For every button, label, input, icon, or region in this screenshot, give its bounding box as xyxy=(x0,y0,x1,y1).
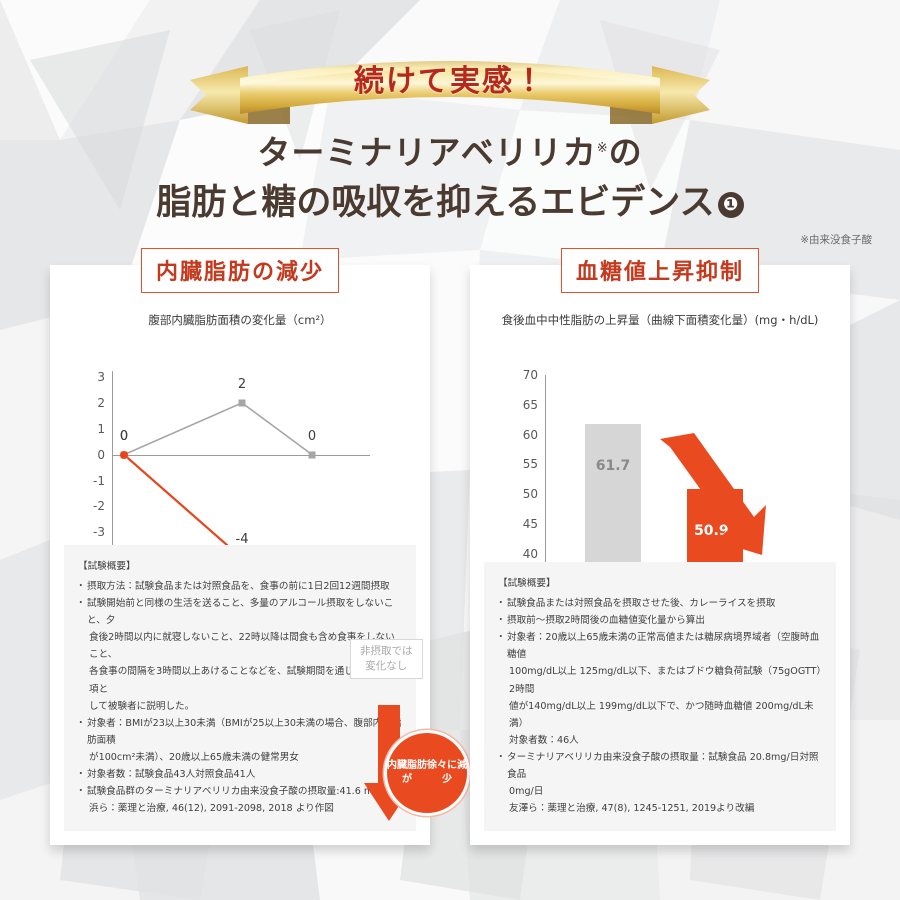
y-axis-line xyxy=(545,375,546,613)
data-point-label: 0 xyxy=(119,428,129,444)
summary-glucose-line: 100mg/dL以上 125mg/dL以下、またはブドウ糖負荷試験（75gOGT… xyxy=(509,666,822,695)
summary-glucose-item: 試験食品または対照食品を摂取させた後、カレーライスを摂取 xyxy=(496,595,822,612)
summary-glucose-line: 摂取前〜摂取2時間後の血糖値変化量から算出 xyxy=(507,615,705,627)
summary-glucose-item: ターミナリアベリリカ由来没食子酸の摂取量：試験食品 20.8mg/日対照食品 0m… xyxy=(496,749,822,817)
summary-visceral-line: が100cm²未満）、20歳以上65歳未満の健常男女 xyxy=(89,751,299,763)
summary-glucose-line: ターミナリアベリリカ由来没食子酸の摂取量：試験食品 20.8mg/日対照食品 xyxy=(507,751,819,780)
study-summary-glucose: 【試験概要】 試験食品または対照食品を摂取させた後、カレーライスを摂取摂取前〜摂… xyxy=(484,562,836,831)
headline-line1-tail: の xyxy=(608,133,643,172)
diagonal-arrow-glucose xyxy=(660,433,766,555)
y-axis-line xyxy=(112,371,113,616)
data-point-label: 2 xyxy=(237,376,247,392)
ribbon-text: 続けて実感！ xyxy=(354,64,546,99)
y-tick-label: 50 xyxy=(522,487,538,501)
summary-glucose-item: 対象者：20歳以上65歳未満の正常高値または糖尿病境界域者（空腹時血糖値 100m… xyxy=(496,629,822,748)
panel-badge-blood-glucose: 血糖値上昇抑制 xyxy=(560,248,760,293)
data-point-label: -4 xyxy=(235,532,249,548)
summary-visceral-item: 摂取方法：試験食品または対照食品を、食事の前に1日2回12週間摂取 xyxy=(76,578,402,595)
summary-glucose-line: 試験食品または対照食品を摂取させた後、カレーライスを摂取 xyxy=(507,598,776,610)
study-summary-visceral: 【試験概要】 摂取方法：試験食品または対照食品を、食事の前に1日2回12週間摂取… xyxy=(64,545,416,831)
headline-line2: 脂肪と糖の吸収を抑えるエビデンス xyxy=(156,182,715,223)
origin-footnote: ※由来没食子酸 xyxy=(800,234,872,246)
summary-glucose-line: 対象者：20歳以上65歳未満の正常高値または糖尿病境界域者（空腹時血糖値 xyxy=(507,632,820,661)
bar-value-label: 61.7 xyxy=(595,458,631,475)
y-tick-label: -2 xyxy=(93,499,105,514)
summary-heading: 【試験概要】 xyxy=(78,561,136,573)
summary-glucose-item: 摂取前〜摂取2時間後の血糖値変化量から算出 xyxy=(496,612,822,629)
data-point-label: 0 xyxy=(307,428,317,444)
panel-blood-glucose: 血糖値上昇抑制 食後血中中性脂肪の上昇量（曲線下面積変化量）(mg・h/dL) … xyxy=(470,248,850,845)
y-tick-label: -1 xyxy=(93,473,105,488)
summary-visceral-line: 試験食品群のターミナリアベリリカ由来没食子酸の摂取量:41.6 mg/日 xyxy=(87,785,393,797)
data-point-marker xyxy=(238,399,246,407)
page-title: ターミナリアベリリカ※の 脂肪と糖の吸収を抑えるエビデンス ❶ xyxy=(0,132,900,225)
y-tick-label: 1 xyxy=(97,421,105,436)
y-tick-label: 0 xyxy=(97,447,105,462)
summary-visceral-line: 各食事の間隔を3時間以上あけることなどを、試験期間を通じての注意事項と xyxy=(89,666,402,695)
summary-glucose-line: 友澤ら：薬理と治療, 47(8), 1245-1251, 2019より改編 xyxy=(509,802,755,814)
callout-no-change-line-2: 変化なし xyxy=(365,659,408,672)
headline-line1: ターミナリアベリリカ xyxy=(257,133,597,172)
circle-badge-visceral-line-2: 徐々に減少 xyxy=(427,759,467,786)
headline-asterisk: ※ xyxy=(596,141,609,156)
circle-badge-visceral-line-1: 内臓脂肪が xyxy=(387,759,427,786)
summary-glucose-line: 値が140mg/dL以上 199mg/dL以下で、かつ随時血糖値 200mg/d… xyxy=(509,700,814,729)
data-point-marker xyxy=(308,451,316,459)
ribbon-banner xyxy=(0,48,900,128)
callout-no-change: 非摂取では 変化なし xyxy=(350,639,423,680)
y-tick-label: 65 xyxy=(522,397,538,412)
summary-visceral-line: 対象者数：試験食品43人対照食品41人 xyxy=(87,768,256,780)
circle-badge-visceral: 内臓脂肪が 徐々に減少 xyxy=(387,733,467,813)
summary-heading: 【試験概要】 xyxy=(498,578,556,590)
y-tick-label: 70 xyxy=(522,368,538,382)
series-line-対照食品 xyxy=(123,401,313,456)
panel-badge-visceral-fat: 内臓脂肪の減少 xyxy=(140,248,340,293)
y-tick-label: -3 xyxy=(93,525,105,540)
y-tick-label: 40 xyxy=(522,546,538,561)
y-tick-label: 45 xyxy=(522,516,538,531)
summary-visceral-line: 浜ら：薬理と治療, 46(12), 2091-2098, 2018 より作図 xyxy=(89,802,334,814)
summary-visceral-item: 対象者数：試験食品43人対照食品41人 xyxy=(76,766,402,783)
summary-visceral-item: 試験食品群のターミナリアベリリカ由来没食子酸の摂取量:41.6 mg/日浜ら：薬… xyxy=(76,783,402,817)
summary-glucose-line: 0mg/日 xyxy=(509,785,544,797)
summary-list: 摂取方法：試験食品または対照食品を、食事の前に1日2回12週間摂取試験開始前と同… xyxy=(76,578,402,817)
summary-visceral-line: 対象者：BMIが23以上30未満（BMIが25以上30未満の場合、腹部内臓脂肪面… xyxy=(87,717,402,746)
data-point-label: 0 xyxy=(119,428,129,444)
data-point-marker xyxy=(120,450,128,459)
summary-visceral-line: 食後2時間以内に就寝しないこと、22時以降は間食も含め食事をしないこと、 xyxy=(89,632,395,661)
summary-list: 試験食品または対照食品を摂取させた後、カレーライスを摂取摂取前〜摂取2時間後の血… xyxy=(496,595,822,817)
summary-visceral-line: して被験者に説明した。 xyxy=(89,700,195,712)
panel-visceral-fat: 内臓脂肪の減少 腹部内臓脂肪面積の変化量（cm²） 3210-1-2-3-4-5… xyxy=(50,248,467,845)
zero-baseline xyxy=(112,454,370,456)
chart-title-visceral-fat: 腹部内臓脂肪面積の変化量（cm²） xyxy=(148,313,332,327)
summary-visceral-line: 摂取方法：試験食品または対照食品を、食事の前に1日2回12週間摂取 xyxy=(87,581,390,593)
y-tick-label: 55 xyxy=(522,457,538,472)
y-tick-label: 60 xyxy=(522,427,538,442)
summary-glucose-line: 対象者数：46人 xyxy=(509,734,579,746)
summary-visceral-line: 試験開始前と同様の生活を送ること、多量のアルコール摂取をしないこと、夕 xyxy=(87,598,394,627)
evidence-number-badge: ❶ xyxy=(717,191,744,218)
y-tick-label: 2 xyxy=(97,395,105,410)
summary-visceral-item: 試験開始前と同様の生活を送ること、多量のアルコール摂取をしないこと、夕食後2時間… xyxy=(76,595,402,714)
y-tick-label: 3 xyxy=(97,370,105,384)
callout-no-change-line-1: 非摂取では xyxy=(360,645,413,657)
summary-visceral-item: 対象者：BMIが23以上30未満（BMIが25以上30未満の場合、腹部内臓脂肪面… xyxy=(76,715,402,766)
chart-title-blood-glucose: 食後血中中性脂肪の上昇量（曲線下面積変化量）(mg・h/dL) xyxy=(501,313,819,327)
